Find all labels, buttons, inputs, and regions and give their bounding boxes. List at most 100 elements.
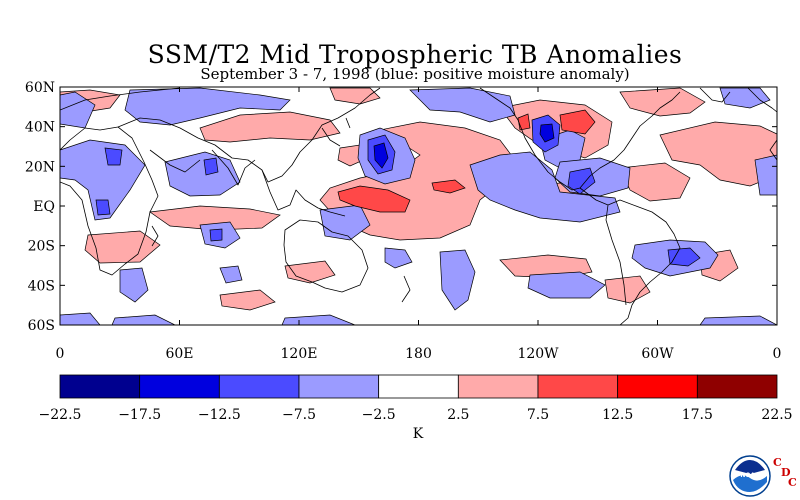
- negative-region: [281, 314, 356, 325]
- lat-tick-label: 60S: [28, 318, 55, 334]
- negative-region: [439, 249, 476, 311]
- strong-negative-region: [203, 157, 219, 176]
- coastline-europe-asia: [60, 87, 381, 183]
- colorbar-segment: [378, 374, 459, 399]
- positive-region: [619, 162, 691, 202]
- positive-region: [199, 111, 341, 143]
- cdc-letter-2: D: [781, 466, 791, 479]
- colorbar-unit-label: K: [413, 426, 424, 442]
- very-strong-negative-regions: [373, 123, 555, 169]
- cdc-letter-3: C: [788, 476, 797, 489]
- strong-negative-region: [95, 199, 111, 216]
- noaa-bird-icon: [735, 460, 765, 474]
- chart-subtitle: September 3 - 7, 1998 (blue: positive mo…: [200, 65, 630, 83]
- very-strong-negative-region: [373, 142, 389, 169]
- strong-negative-region: [209, 228, 223, 242]
- colorbar-tick-label: 7.5: [527, 407, 549, 423]
- lon-tick-label: 60W: [641, 346, 674, 362]
- positive-region: [219, 289, 276, 311]
- colorbar-tick-label: −7.5: [282, 407, 316, 423]
- coastline-africa: [60, 126, 159, 276]
- negative-region: [469, 151, 621, 223]
- colorbar-tick-label: −17.5: [118, 407, 161, 423]
- colorbar-tick-label: −2.5: [362, 407, 396, 423]
- strong-negative-region: [567, 167, 596, 195]
- lat-tick-label: 60N: [25, 80, 55, 96]
- negative-region: [219, 265, 243, 284]
- positive-region: [329, 87, 381, 105]
- negative-region: [111, 314, 176, 325]
- lon-tick-label: 180: [405, 346, 432, 362]
- lon-tick-label: 0: [56, 346, 65, 362]
- negative-region: [124, 87, 291, 126]
- positive-region: [619, 87, 706, 117]
- positive-region: [84, 230, 161, 264]
- lon-tick-label: 0: [773, 346, 782, 362]
- lon-tick-label: 60E: [165, 346, 193, 362]
- colorbar-tick-label: −22.5: [39, 407, 82, 423]
- lat-tick-label: EQ: [33, 199, 55, 215]
- coastlines: [60, 87, 777, 325]
- coastline-greenland: [699, 87, 731, 103]
- colorbar: −22.5 −17.5 −12.5 −7.5 −2.5 2.5 7.5 12.5 17.5 22.…: [39, 374, 793, 423]
- latitude-axis: 60N 40N 20N EQ 20S 40S 60S: [25, 80, 777, 334]
- cdc-letter-1: C: [773, 456, 782, 469]
- negative-region: [319, 204, 371, 241]
- negative-region: [119, 267, 149, 303]
- colorbar-tick-label: 12.5: [602, 407, 633, 423]
- lat-tick-label: 40S: [28, 278, 55, 294]
- strong-positive-region: [337, 185, 411, 213]
- coastline-japan: [321, 117, 351, 147]
- strong-positive-region: [559, 109, 596, 135]
- strong-negative-region: [104, 147, 123, 166]
- negative-region: [699, 315, 777, 325]
- positive-region: [499, 254, 593, 279]
- strong-negative-region: [667, 247, 701, 267]
- negative-region: [384, 247, 413, 269]
- negative-region: [527, 271, 606, 299]
- anomaly-field: [60, 87, 777, 325]
- colorbar-tick-label: −12.5: [198, 407, 241, 423]
- colorbar-segment: [298, 374, 380, 399]
- colorbar-segment: [617, 374, 698, 399]
- coastline-arabia-india: [149, 149, 256, 186]
- negative-region: [719, 87, 771, 109]
- colorbar-segment: [696, 374, 778, 399]
- strong-positive-regions: [337, 109, 596, 213]
- longitude-axis: 0 60E 120E 180 120W 60W 0: [56, 87, 782, 362]
- positive-region: [604, 275, 651, 304]
- colorbar-segment: [139, 374, 220, 399]
- coastline-central-south-america: [579, 187, 681, 325]
- lon-tick-label: 120W: [517, 346, 559, 362]
- colorbar-segment: [59, 374, 141, 399]
- negative-region: [60, 91, 96, 129]
- coastline-new-zealand: [401, 275, 411, 303]
- colorbar-segment: [537, 374, 619, 399]
- colorbar-segment: [218, 374, 300, 399]
- coastline-australia: [283, 219, 369, 293]
- noaa-cdc-logo: NOAA C D C: [729, 455, 797, 497]
- chart-title: SSM/T2 Mid Tropospheric TB Anomalies: [147, 40, 683, 69]
- positive-region: [149, 205, 281, 231]
- negative-region: [60, 139, 146, 221]
- lon-tick-label: 120E: [281, 346, 318, 362]
- lat-tick-label: 20S: [28, 239, 55, 255]
- strong-positive-region: [431, 179, 466, 194]
- negative-region: [409, 87, 516, 123]
- noaa-wave-icon: [733, 475, 767, 492]
- negative-anomaly-regions: [60, 87, 777, 325]
- coastline-north-america: [479, 87, 681, 191]
- positive-region: [284, 260, 336, 284]
- negative-region: [754, 154, 777, 196]
- negative-region: [60, 312, 101, 325]
- colorbar-tick-label: 17.5: [682, 407, 713, 423]
- lat-tick-label: 20N: [25, 159, 55, 175]
- coastline-europe-west: [747, 87, 777, 161]
- colorbar-tick-label: 2.5: [447, 407, 469, 423]
- colorbar-tick-label: 22.5: [761, 407, 792, 423]
- negative-region: [164, 151, 241, 197]
- strong-positive-region: [517, 113, 531, 131]
- coastline-madagascar: [151, 225, 159, 247]
- very-strong-negative-region: [539, 123, 555, 143]
